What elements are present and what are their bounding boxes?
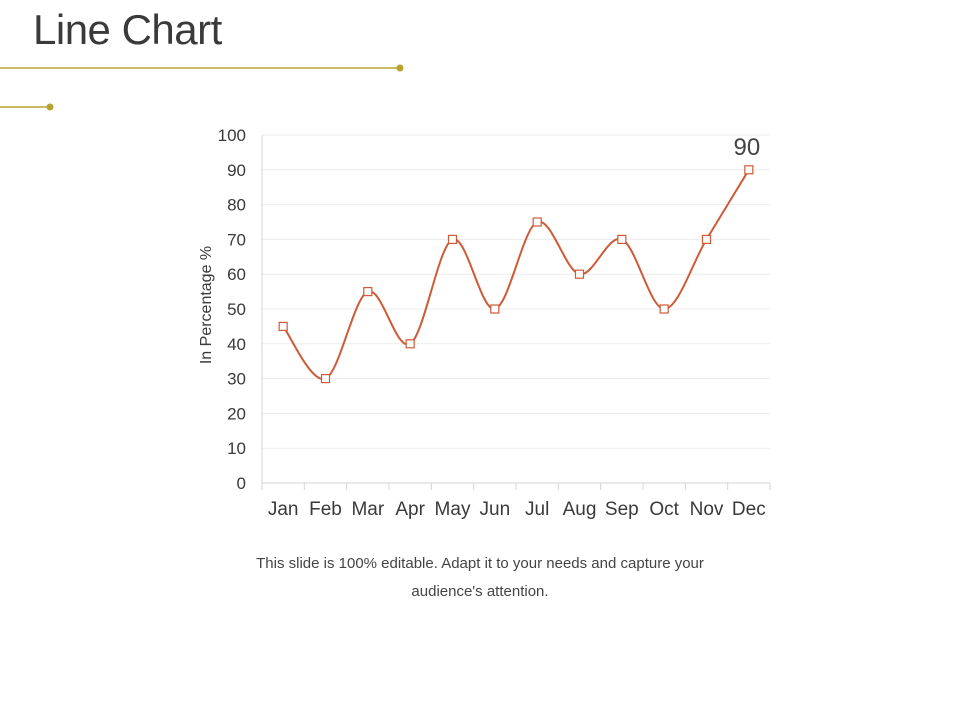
y-tick-label-100: 100 (218, 126, 246, 145)
x-tick-label-oct: Oct (649, 499, 679, 520)
y-tick-label-90: 90 (227, 161, 246, 180)
y-axis-label: In Percentage % (198, 246, 215, 364)
x-tick-label-jul: Jul (525, 499, 549, 520)
data-point-apr (405, 339, 415, 349)
decorative-lines (0, 64, 404, 111)
line-chart: 0 10 20 30 40 50 60 70 80 90 100 Jan Feb Mar Apr May Jun… (198, 126, 771, 520)
y-tick-label-30: 30 (227, 370, 246, 389)
x-tick-label-apr: Apr (395, 499, 425, 520)
data-point-dec (744, 165, 754, 175)
y-tick-label-60: 60 (227, 265, 246, 284)
data-label-dec: 90 (733, 134, 760, 161)
data-point-sep (617, 234, 627, 244)
x-tick-label-may: May (435, 499, 471, 520)
caption-line-2: audience's attention. (411, 583, 549, 600)
x-tick-label-aug: Aug (563, 499, 597, 520)
data-point-mar (363, 287, 373, 297)
data-point-jan (278, 321, 288, 331)
y-tick-label-20: 20 (227, 404, 246, 423)
x-tick-label-sep: Sep (605, 499, 639, 520)
y-tick-label-80: 80 (227, 196, 246, 215)
y-tick-label-40: 40 (227, 335, 246, 354)
data-point-may (447, 234, 458, 244)
data-point-nov (701, 234, 712, 244)
x-tick-label-dec: Dec (732, 499, 766, 520)
x-tick-label-nov: Nov (690, 499, 724, 520)
y-tick-label-0: 0 (237, 474, 246, 493)
x-tick-label-mar: Mar (351, 499, 384, 520)
data-point-jul (532, 217, 542, 227)
decorative-dot-bottom (46, 103, 54, 111)
data-point-oct (659, 304, 669, 314)
x-tick-label-jun: Jun (480, 499, 511, 520)
data-point-aug (574, 269, 585, 279)
data-point-jun (490, 304, 500, 314)
page-title: Line Chart (33, 6, 222, 53)
data-point-feb (320, 374, 331, 384)
decorative-dot-top (396, 64, 404, 72)
y-tick-label-50: 50 (227, 300, 246, 319)
x-tick-label-feb: Feb (309, 499, 342, 520)
caption-line-1: This slide is 100% editable. Adapt it to… (256, 555, 704, 572)
x-tick-label-jan: Jan (268, 499, 299, 520)
y-tick-label-70: 70 (227, 230, 246, 249)
y-tick-label-10: 10 (227, 439, 246, 458)
